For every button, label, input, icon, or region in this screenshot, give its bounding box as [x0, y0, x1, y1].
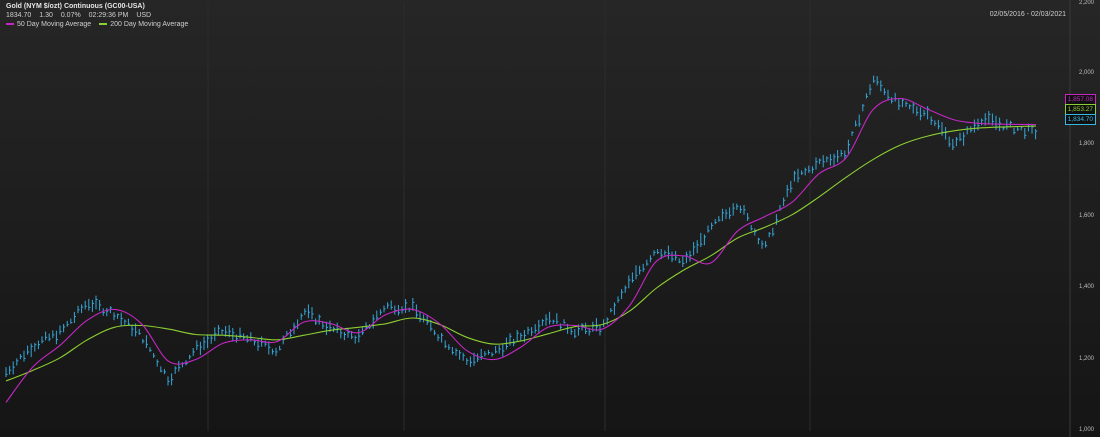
quote-line: 1834.70 1.30 0.07% 02:29:36 PM USD — [6, 12, 157, 19]
legend-ma200: 200 Day Moving Average — [99, 21, 188, 28]
y-tick-label: 2,000 — [1078, 69, 1094, 76]
y-tick-label: 1,400 — [1078, 284, 1094, 290]
ma200-line — [5, 125, 1037, 382]
y-tick-label: 1,200 — [1078, 355, 1094, 362]
price-change-pct: 0.07% — [60, 12, 81, 19]
price-bars — [5, 75, 1038, 386]
legend: 50 Day Moving Average 200 Day Moving Ave… — [6, 21, 188, 28]
ma50-swatch — [6, 23, 14, 26]
currency: USD — [136, 12, 152, 19]
legend-ma50: 50 Day Moving Average — [6, 21, 91, 28]
last-price: 1834.70 — [6, 12, 32, 19]
date-range: 02/05/2016 - 02/03/2021 — [989, 11, 1066, 18]
y-tick-label: 1,800 — [1078, 141, 1094, 147]
y-tick-label: 2,200 — [1078, 0, 1094, 6]
tag-last: 1,834.70 — [1064, 114, 1096, 125]
chart-title: Gold (NYM $/ozt) Continuous (GC00-USA) — [6, 3, 145, 10]
ma200-swatch — [99, 23, 108, 26]
y-tick-label: 1,000 — [1078, 427, 1094, 433]
ma50-line — [5, 97, 1037, 403]
price-change: 1.30 — [39, 12, 53, 19]
quote-time: 02:29:36 PM — [88, 12, 129, 19]
y-tick-label: 1,600 — [1078, 212, 1094, 219]
legend-ma200-label: 200 Day Moving Average — [110, 21, 189, 28]
legend-ma50-label: 50 Day Moving Average — [17, 21, 92, 28]
